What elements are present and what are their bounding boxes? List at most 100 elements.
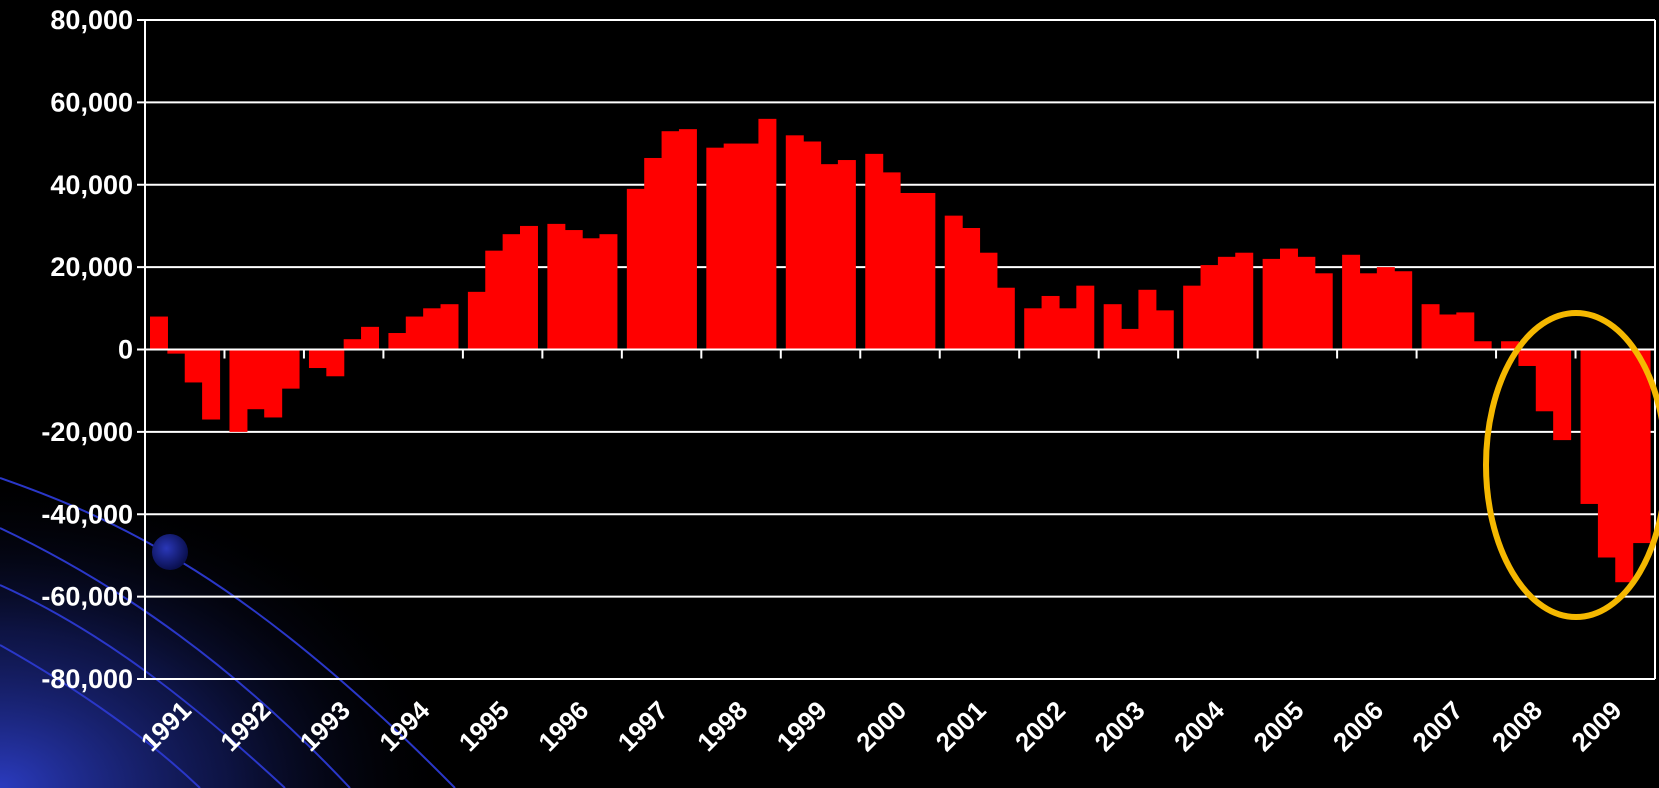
y-tick-label: -80,000 <box>41 664 133 694</box>
x-tick-label: 1998 <box>691 695 753 757</box>
bar <box>388 333 407 350</box>
y-tick-label: -20,000 <box>41 417 133 447</box>
bar <box>467 291 486 350</box>
bar <box>1359 273 1378 350</box>
y-tick-label: 40,000 <box>50 170 133 200</box>
bar <box>167 349 186 354</box>
bar <box>1438 314 1457 350</box>
bar <box>741 143 760 350</box>
bar <box>1421 304 1440 350</box>
bar <box>1183 285 1202 350</box>
bar <box>706 147 725 350</box>
bar <box>1632 349 1651 544</box>
bar <box>644 157 663 350</box>
bar <box>264 349 283 418</box>
bar <box>1314 273 1333 350</box>
bar <box>758 118 777 350</box>
bar <box>502 234 521 350</box>
bar <box>1200 265 1219 350</box>
bar <box>1076 285 1095 350</box>
x-tick-label: 2008 <box>1486 695 1548 757</box>
bar <box>361 326 380 350</box>
bar <box>1342 254 1361 350</box>
bar <box>678 129 697 350</box>
bar <box>440 304 459 350</box>
x-tick-label: 2006 <box>1327 695 1389 757</box>
bar <box>1473 341 1492 350</box>
bar <box>1138 289 1157 350</box>
bar <box>582 238 601 350</box>
bar <box>343 339 362 350</box>
bar <box>1535 349 1554 412</box>
bar <box>150 316 168 350</box>
bar <box>1121 328 1140 350</box>
background-decoration <box>0 470 460 788</box>
bar <box>246 349 265 410</box>
bar <box>626 188 645 350</box>
highlight-ellipse <box>1483 310 1659 620</box>
bar <box>900 192 918 350</box>
bar <box>520 225 538 350</box>
x-tick-label: 2002 <box>1009 695 1071 757</box>
bar <box>723 143 742 350</box>
bar <box>1155 310 1174 350</box>
bar <box>996 287 1015 350</box>
bar <box>1103 304 1122 350</box>
bar <box>1058 308 1077 350</box>
bar <box>1553 349 1572 441</box>
bars <box>150 118 1651 583</box>
x-tick-label: 1997 <box>612 695 674 757</box>
x-tick-label: 1995 <box>453 695 515 757</box>
bar <box>1501 341 1520 350</box>
bar <box>1235 252 1254 350</box>
y-tick-label: 60,000 <box>50 87 133 117</box>
bar <box>485 250 504 350</box>
bar <box>1041 295 1060 350</box>
bar <box>1217 256 1236 350</box>
bar <box>865 153 884 350</box>
bar <box>1597 349 1616 558</box>
bar <box>202 349 221 420</box>
y-tick-label: -60,000 <box>41 582 133 612</box>
x-tick-label: 1996 <box>532 695 594 757</box>
x-tick-label: 2003 <box>1089 695 1151 757</box>
bar <box>1580 349 1599 504</box>
bar <box>547 223 566 350</box>
bar <box>882 172 901 350</box>
x-tick-label: 2004 <box>1168 695 1230 757</box>
bar <box>1394 271 1413 350</box>
x-tick-label: 2005 <box>1247 695 1309 757</box>
bar <box>405 316 424 350</box>
bar <box>1376 267 1395 350</box>
bar <box>962 228 981 350</box>
bar <box>803 141 822 350</box>
bar <box>1262 258 1281 350</box>
y-tick-label: -40,000 <box>41 499 133 529</box>
x-tick-label: 2001 <box>930 695 992 757</box>
bar <box>326 349 345 377</box>
bar <box>1456 312 1475 350</box>
bar <box>564 230 583 350</box>
bar <box>423 308 442 350</box>
bar <box>184 349 203 383</box>
bar <box>1280 248 1298 350</box>
bar <box>837 160 856 350</box>
bar <box>820 164 839 350</box>
bar <box>917 192 936 350</box>
bar <box>281 349 300 389</box>
x-tick-label: 2007 <box>1406 695 1468 757</box>
x-tick-label: 2000 <box>850 695 912 757</box>
bar <box>1615 349 1634 583</box>
bar <box>229 349 248 432</box>
bar <box>1518 349 1537 366</box>
x-tick-label: 1999 <box>771 695 833 757</box>
bar <box>661 131 680 350</box>
bar <box>944 215 963 350</box>
y-tick-label: 0 <box>118 335 133 365</box>
bar <box>599 234 618 350</box>
bar <box>1024 308 1043 350</box>
bar <box>785 135 804 350</box>
y-tick-labels: 80,000 60,000 40,000 20,000 0 -20,000 -40,000 -… <box>41 5 133 694</box>
plot-area <box>137 19 1656 680</box>
